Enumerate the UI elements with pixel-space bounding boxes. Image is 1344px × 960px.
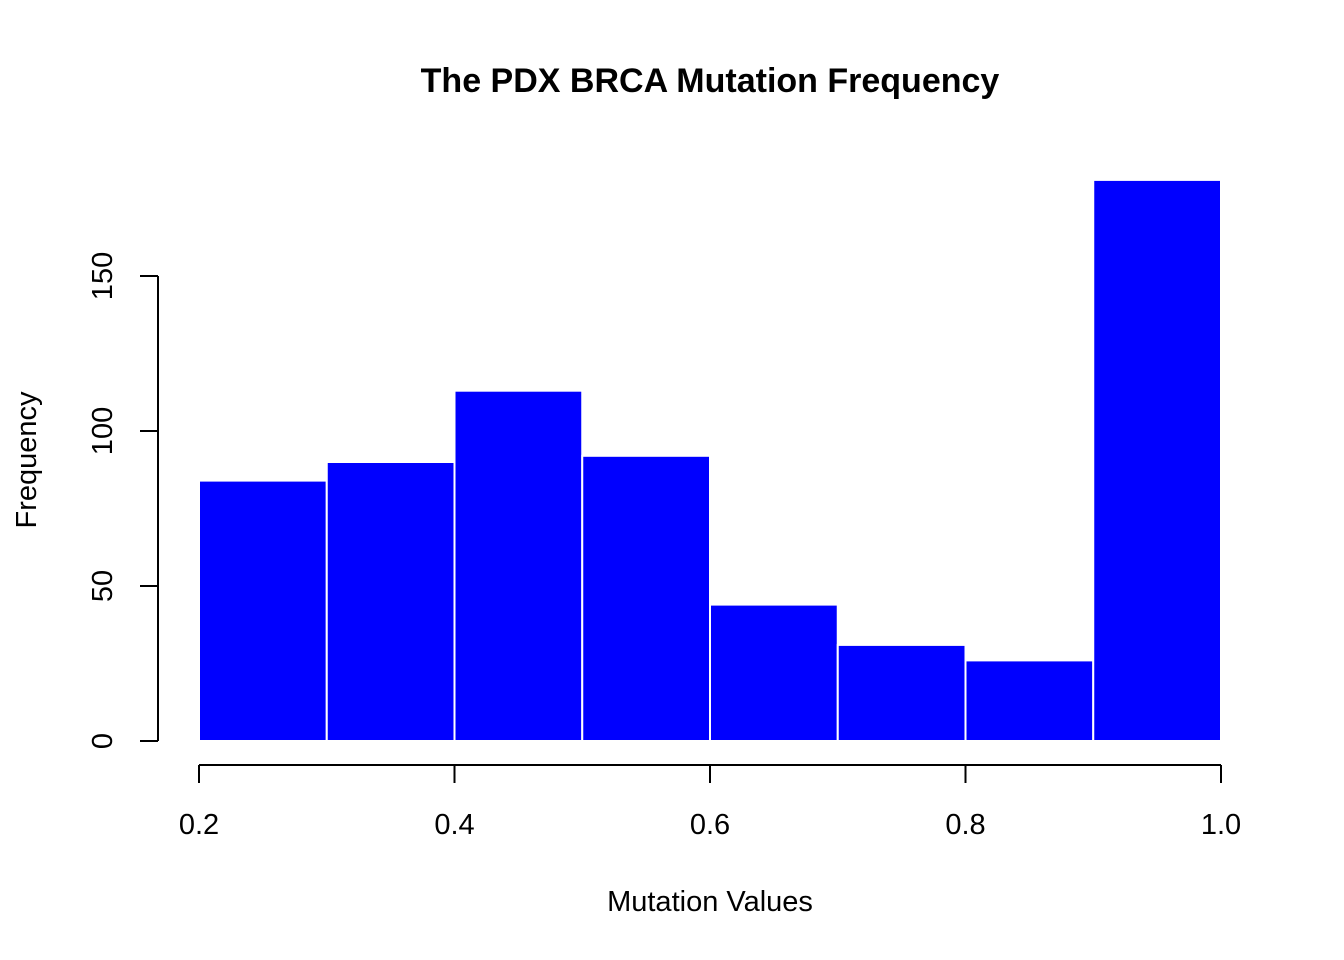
x-axis-label: Mutation Values	[607, 886, 813, 918]
x-axis: 0.2 0.4 0.6 0.8 1.0	[179, 764, 1241, 841]
histogram-bar	[964, 659, 1095, 743]
y-axis-label: Frequency	[11, 391, 43, 529]
y-tick-label: 150	[87, 252, 119, 300]
histogram-bar	[709, 603, 839, 742]
histogram-bar	[325, 461, 456, 742]
histogram-bar	[1092, 178, 1222, 742]
histogram-bar	[836, 643, 967, 743]
x-tick-label: 0.8	[945, 809, 985, 841]
x-tick-label: 0.6	[690, 809, 730, 841]
chart-title: The PDX BRCA Mutation Frequency	[421, 62, 1000, 100]
y-axis: 0 50 100 150	[87, 252, 159, 749]
histogram-bar	[198, 479, 328, 742]
bars-group	[198, 178, 1222, 743]
histogram-bar	[453, 389, 584, 742]
y-tick-label: 100	[87, 407, 119, 455]
x-tick-label: 1.0	[1201, 809, 1241, 841]
y-tick-label: 0	[87, 733, 119, 749]
x-tick-label: 0.2	[179, 809, 219, 841]
y-tick-label: 50	[87, 570, 119, 602]
histogram-bar	[581, 454, 711, 742]
x-tick-label: 0.4	[434, 809, 474, 841]
